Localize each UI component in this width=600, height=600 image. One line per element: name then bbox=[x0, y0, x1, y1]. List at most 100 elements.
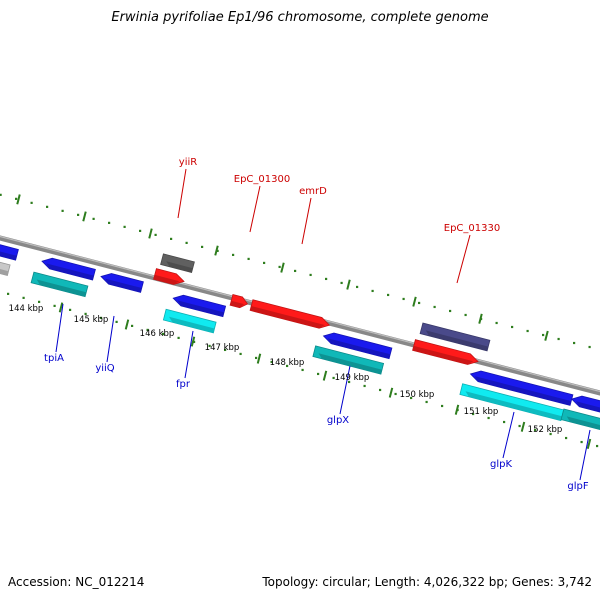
outer-tick-dot bbox=[557, 337, 560, 341]
scale-label: 147 kbp bbox=[205, 343, 240, 353]
inner-tick-dot bbox=[239, 352, 242, 356]
outer-tick-major-tick bbox=[412, 296, 417, 307]
inner-tick-dot bbox=[301, 368, 304, 372]
inner-tick-dot bbox=[53, 304, 56, 307]
inner-tick-dot bbox=[409, 396, 413, 400]
inner-tick-dot bbox=[68, 308, 72, 311]
inner-tick-dot bbox=[332, 376, 335, 380]
outer-tick-major-tick bbox=[82, 211, 87, 222]
scale-label: 146 kbp bbox=[140, 329, 175, 339]
inner-tick-dot bbox=[115, 320, 118, 324]
inner-tick-dot bbox=[564, 436, 568, 440]
inner-tick-dot bbox=[99, 316, 103, 319]
outer-tick-dot bbox=[108, 221, 111, 224]
outer-tick-major-tick bbox=[280, 262, 285, 273]
leader-line bbox=[177, 168, 187, 219]
gene-feature-shade bbox=[177, 300, 224, 317]
outer-tick-dot bbox=[495, 321, 498, 325]
outer-tick-major-tick bbox=[148, 228, 153, 239]
reverse-gene-label: glpF bbox=[567, 481, 588, 492]
gene-feature-shade bbox=[105, 278, 142, 293]
gene-feature-shade bbox=[412, 345, 474, 365]
inner-tick-dot bbox=[130, 324, 134, 328]
inner-tick-major-tick bbox=[256, 353, 262, 364]
gene-features bbox=[0, 244, 600, 431]
inner-tick-dot bbox=[487, 416, 490, 420]
outer-tick-dot bbox=[340, 281, 343, 285]
outer-tick-dot bbox=[263, 261, 266, 265]
inner-tick-dot bbox=[580, 440, 583, 444]
gene-feature-shade bbox=[474, 376, 572, 406]
inner-tick-dot bbox=[595, 444, 599, 448]
genome-stats-label: Topology: circular; Length: 4,026,322 bp… bbox=[262, 575, 592, 589]
outer-tick-dot bbox=[247, 257, 250, 261]
outer-tick-dot bbox=[139, 229, 142, 232]
reverse-gene-label: glpK bbox=[490, 459, 512, 470]
inner-tick-dot bbox=[502, 420, 506, 424]
outer-tick-dot bbox=[0, 193, 2, 196]
inner-tick-dot bbox=[533, 428, 537, 432]
inner-tick-dot bbox=[394, 392, 397, 396]
leader-line bbox=[456, 234, 471, 284]
leader-line bbox=[339, 365, 351, 415]
inner-tick-major-tick bbox=[586, 438, 592, 449]
outer-tick-dot bbox=[464, 313, 467, 317]
outer-tick-dot bbox=[588, 345, 591, 349]
outer-tick-dot bbox=[30, 201, 33, 204]
inner-tick-dot bbox=[254, 356, 258, 360]
accession-label: Accession: NC_012214 bbox=[8, 575, 145, 589]
map-title: Erwinia pyrifoliae Ep1/96 chromosome, co… bbox=[111, 10, 489, 25]
outer-tick-dot bbox=[294, 269, 297, 273]
inner-tick-dot bbox=[84, 312, 87, 315]
inner-tick-dot bbox=[471, 412, 475, 416]
outer-tick-major-tick bbox=[16, 194, 21, 205]
leader-line bbox=[106, 315, 115, 363]
gene-feature-shade bbox=[250, 306, 325, 329]
scale-label: 149 kbp bbox=[335, 373, 370, 383]
outer-tick-ring bbox=[0, 193, 591, 349]
inner-tick-dot bbox=[347, 380, 351, 384]
gene-feature-shade bbox=[169, 316, 215, 333]
forward-gene-label: EpC_01330 bbox=[444, 223, 500, 234]
outer-tick-dot bbox=[526, 329, 529, 333]
inner-tick-dot bbox=[37, 300, 41, 303]
inner-tick-dot bbox=[161, 332, 165, 336]
outer-tick-dot bbox=[511, 325, 514, 329]
inner-tick-major-tick bbox=[322, 370, 328, 381]
forward-gene-label: EpC_01300 bbox=[234, 174, 290, 185]
outer-tick-dot bbox=[573, 341, 576, 345]
outer-tick-major-tick bbox=[214, 245, 219, 256]
gene-feature-shade bbox=[425, 330, 489, 351]
forward-gene-label: emrD bbox=[299, 186, 327, 197]
scale-labels: 144 kbp 145 kbp 146 kbp 147 kbp 148 kbp 149 k… bbox=[9, 304, 563, 435]
reverse-gene-label: tpiA bbox=[44, 353, 64, 364]
scale-label: 152 kbp bbox=[528, 425, 563, 435]
outer-tick-dot bbox=[77, 213, 80, 216]
inner-tick-major-tick bbox=[190, 336, 196, 347]
feature-labels: yiiR EpC_01300 emrD EpC_01330 tpiA yiiQ fpr glp… bbox=[44, 157, 589, 492]
outer-tick-dot bbox=[61, 209, 64, 212]
inner-tick-dot bbox=[192, 340, 196, 344]
outer-tick-dot bbox=[201, 245, 204, 249]
inner-tick-dot bbox=[223, 348, 227, 352]
inner-tick-dot bbox=[177, 336, 180, 340]
inner-tick-dot bbox=[285, 364, 289, 368]
scale-label: 148 kbp bbox=[270, 358, 305, 368]
outer-tick-dot bbox=[402, 297, 405, 301]
inner-tick-major-tick bbox=[58, 302, 64, 313]
outer-tick-dot bbox=[123, 225, 126, 228]
leader-line bbox=[55, 303, 64, 353]
reverse-gene-label: yiiQ bbox=[95, 363, 114, 374]
gene-feature-shade bbox=[36, 279, 87, 297]
inner-tick-dot bbox=[363, 384, 366, 388]
scale-label: 150 kbp bbox=[400, 390, 435, 400]
inner-tick-dot bbox=[146, 328, 149, 332]
inner-tick-major-tick bbox=[520, 421, 526, 432]
outer-tick-major-tick bbox=[346, 279, 351, 290]
outer-tick-dot bbox=[371, 289, 374, 293]
outer-tick-dot bbox=[542, 333, 545, 337]
outer-tick-dot bbox=[216, 249, 219, 253]
inner-tick-dot bbox=[208, 344, 211, 348]
inner-tick-dot bbox=[425, 400, 428, 404]
